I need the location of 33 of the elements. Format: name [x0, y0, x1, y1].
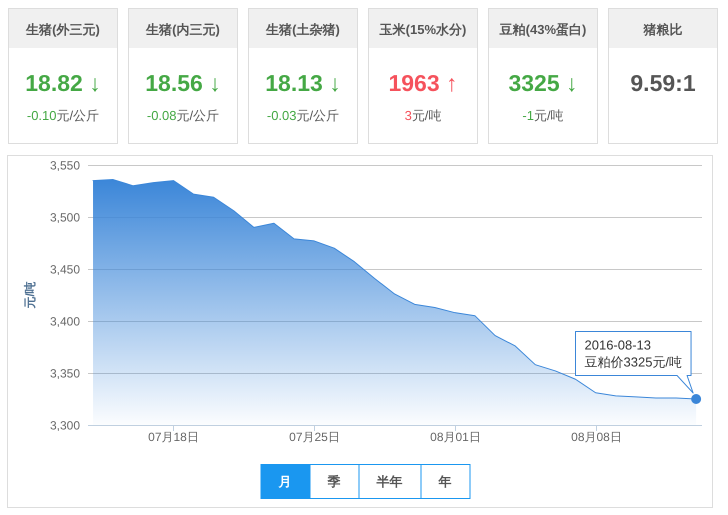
text: -0.10元/公斤 — [26, 108, 100, 123]
text: 18.13 ↓ — [265, 70, 341, 96]
text: 玉米(15%水分) — [378, 22, 466, 37]
text: -0.03元/公斤 — [266, 108, 340, 123]
y-tick-label: 3,300 — [50, 418, 80, 432]
text: 3325 ↓ — [508, 70, 578, 96]
text: 豆粕(43%蛋白) — [498, 22, 586, 37]
text: -0.08元/公斤 — [146, 108, 220, 123]
text: 9.59:1 — [630, 70, 696, 96]
text: 生猪(内三元) — [145, 22, 220, 37]
x-tick-label: 07月25日 — [289, 430, 340, 444]
text: 18.56 ↓ — [145, 70, 221, 96]
y-tick-label: 3,400 — [50, 314, 80, 328]
text: 猪粮比 — [642, 22, 682, 37]
text: 半年 — [376, 474, 402, 489]
text: 生猪(土杂猪) — [265, 22, 340, 37]
text: 年 — [438, 474, 452, 489]
text: -1元/吨 — [522, 108, 564, 123]
y-tick-label: 3,350 — [50, 366, 80, 380]
text: 18.82 ↓ — [25, 70, 101, 96]
text: 3元/吨 — [404, 108, 442, 123]
annotation: 2016-08-13 豆粕价3325元/吨 — [584, 338, 682, 370]
text: 生猪(外三元) — [25, 22, 100, 37]
y-tick-label: 3,450 — [50, 262, 80, 276]
x-tick-label: 07月18日 — [148, 430, 199, 444]
x-tick-label: 08月08日 — [571, 430, 622, 444]
y-axis-title: 元/吨 — [23, 281, 37, 310]
text: 1963 ↑ — [388, 70, 458, 96]
y-tick-label: 3,550 — [50, 158, 80, 172]
x-tick-label: 08月01日 — [430, 430, 481, 444]
text: 月 — [278, 474, 292, 489]
text: 季 — [326, 474, 340, 489]
y-tick-label: 3,500 — [50, 210, 80, 224]
